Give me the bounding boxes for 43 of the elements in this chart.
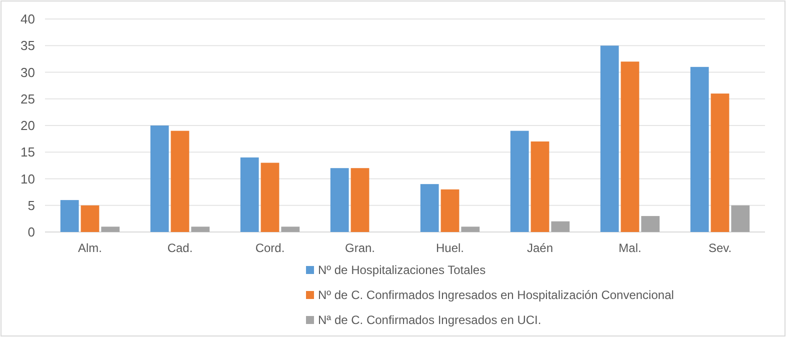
bar — [350, 168, 370, 232]
y-tick-label: 15 — [20, 144, 35, 160]
bar — [551, 221, 570, 232]
bar — [101, 226, 120, 232]
bar — [710, 94, 730, 232]
bar — [150, 126, 169, 232]
bar — [461, 226, 480, 232]
bar — [530, 141, 550, 232]
bar — [440, 189, 460, 232]
x-tick-label: Huel. — [436, 241, 464, 255]
y-tick-label: 20 — [20, 118, 35, 134]
bar — [80, 205, 100, 232]
bar — [191, 226, 210, 232]
bar — [620, 62, 640, 232]
x-tick-label: Mal. — [618, 241, 642, 255]
y-tick-label: 10 — [20, 171, 35, 186]
y-tick-label: 40 — [20, 12, 35, 27]
bar — [240, 157, 259, 232]
x-tick-label: Cord. — [255, 241, 285, 255]
x-tick-label: Cad. — [167, 241, 193, 255]
legend-label: Nº de C. Confirmados Ingresados en Hospitalización Convencional — [318, 288, 674, 302]
y-tick-label: 5 — [28, 198, 35, 213]
bar — [60, 200, 79, 232]
y-tick-label: 0 — [28, 224, 35, 240]
bar — [281, 226, 300, 232]
bar — [690, 66, 709, 232]
legend-label: Nª de C. Confirmados Ingresados en UCI. — [318, 313, 542, 328]
bar — [600, 46, 619, 232]
legend-label: Nº de Hospitalizaciones Totales — [318, 263, 486, 278]
bar — [330, 168, 349, 232]
bar — [420, 184, 439, 232]
y-tick-label: 25 — [20, 91, 35, 106]
y-tick-label: 35 — [20, 38, 35, 54]
bar — [170, 130, 190, 232]
y-tick-label: 30 — [20, 64, 35, 80]
bar — [510, 130, 529, 232]
bar — [260, 162, 280, 232]
x-tick-label: Jaén — [526, 241, 554, 255]
x-tick-label: Sev. — [708, 241, 732, 255]
x-tick-label: Gran. — [344, 241, 376, 255]
bar — [641, 216, 660, 232]
x-tick-label: Alm. — [78, 241, 102, 255]
bar — [731, 205, 750, 232]
